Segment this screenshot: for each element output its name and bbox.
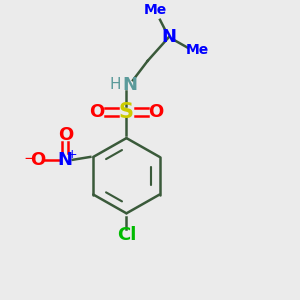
Text: O: O <box>30 151 45 169</box>
Text: Me: Me <box>186 43 209 57</box>
Text: Me: Me <box>144 3 167 17</box>
Text: +: + <box>67 148 77 161</box>
Text: N: N <box>122 76 137 94</box>
Text: S: S <box>119 102 134 122</box>
Text: O: O <box>58 126 73 144</box>
Text: H: H <box>110 77 121 92</box>
Text: N: N <box>58 151 73 169</box>
Text: O: O <box>89 103 105 121</box>
Text: N: N <box>161 28 176 46</box>
Text: −: − <box>24 151 36 166</box>
Text: O: O <box>148 103 164 121</box>
Text: Cl: Cl <box>117 226 136 244</box>
